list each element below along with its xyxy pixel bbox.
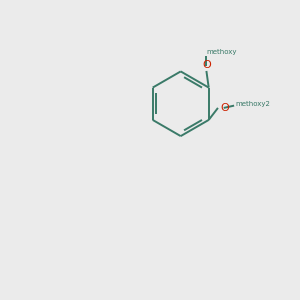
Text: methoxy: methoxy xyxy=(206,49,237,55)
Text: O: O xyxy=(202,60,211,70)
Text: O: O xyxy=(220,103,229,113)
Text: methoxy2: methoxy2 xyxy=(235,100,270,106)
